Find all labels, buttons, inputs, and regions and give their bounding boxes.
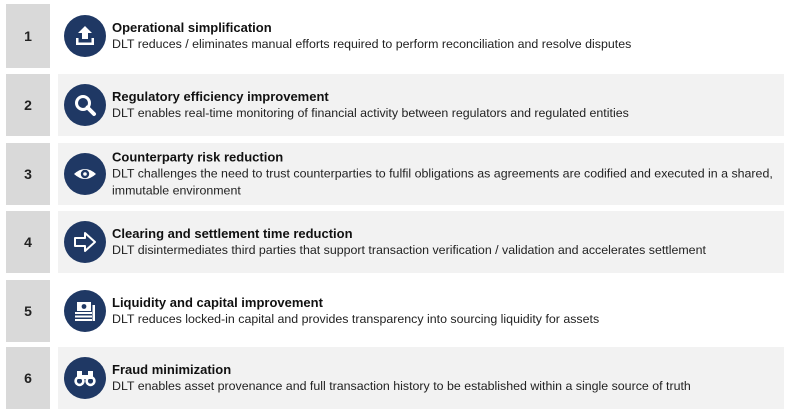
benefit-title: Clearing and settlement time reduction bbox=[112, 226, 353, 241]
benefit-content: Regulatory efficiency improvement DLT en… bbox=[58, 74, 784, 136]
benefit-text: Liquidity and capital improvement DLT re… bbox=[112, 294, 778, 328]
benefit-description: DLT challenges the need to trust counter… bbox=[112, 166, 773, 198]
benefit-text: Counterparty risk reduction DLT challeng… bbox=[112, 149, 778, 200]
upload-tray-icon bbox=[64, 15, 106, 57]
benefit-content: Counterparty risk reduction DLT challeng… bbox=[58, 143, 784, 205]
benefit-text: Clearing and settlement time reduction D… bbox=[112, 225, 778, 259]
benefit-description: DLT enables real-time monitoring of fina… bbox=[112, 106, 629, 120]
benefit-title: Counterparty risk reduction bbox=[112, 149, 284, 165]
benefit-number: 1 bbox=[6, 4, 50, 68]
benefit-row-6: 6 Fraud minimization DLT enables asset p… bbox=[0, 347, 790, 409]
benefit-content: Fraud minimization DLT enables asset pro… bbox=[58, 347, 784, 409]
benefit-row-3: 3 Counterparty risk reduction DLT challe… bbox=[0, 143, 790, 205]
benefit-number: 5 bbox=[6, 280, 50, 342]
binoculars-icon bbox=[64, 357, 106, 399]
benefit-title: Regulatory efficiency improvement bbox=[112, 89, 329, 104]
benefit-description: DLT disintermediates third parties that … bbox=[112, 243, 706, 257]
benefit-content: Liquidity and capital improvement DLT re… bbox=[58, 280, 784, 342]
benefit-row-2: 2 Regulatory efficiency improvement DLT … bbox=[0, 74, 790, 136]
benefit-row-4: 4 Clearing and settlement time reduction… bbox=[0, 211, 790, 273]
benefit-number: 4 bbox=[6, 211, 50, 273]
arrow-right-icon bbox=[64, 221, 106, 263]
benefit-row-5: 5 Liquidity and capital improvement DLT … bbox=[0, 280, 790, 342]
benefit-content: Clearing and settlement time reduction D… bbox=[58, 211, 784, 273]
benefit-description: DLT reduces locked-in capital and provid… bbox=[112, 312, 600, 326]
benefit-text: Fraud minimization DLT enables asset pro… bbox=[112, 361, 778, 395]
benefit-number: 3 bbox=[6, 143, 50, 205]
benefit-number: 6 bbox=[6, 347, 50, 409]
magnifier-icon bbox=[64, 84, 106, 126]
benefit-content: Operational simplification DLT reduces /… bbox=[58, 4, 784, 68]
benefit-row-1: 1 Operational simplification DLT reduces… bbox=[0, 4, 790, 68]
benefit-title: Liquidity and capital improvement bbox=[112, 295, 323, 310]
benefit-description: DLT reduces / eliminates manual efforts … bbox=[112, 37, 632, 51]
benefit-text: Operational simplification DLT reduces /… bbox=[112, 19, 778, 53]
eye-icon bbox=[64, 153, 106, 195]
benefit-text: Regulatory efficiency improvement DLT en… bbox=[112, 88, 778, 122]
benefit-title: Fraud minimization bbox=[112, 362, 232, 377]
benefit-number: 2 bbox=[6, 74, 50, 136]
benefit-title: Operational simplification bbox=[112, 20, 272, 35]
benefit-description: DLT enables asset provenance and full tr… bbox=[112, 379, 691, 393]
banknotes-icon bbox=[64, 290, 106, 332]
